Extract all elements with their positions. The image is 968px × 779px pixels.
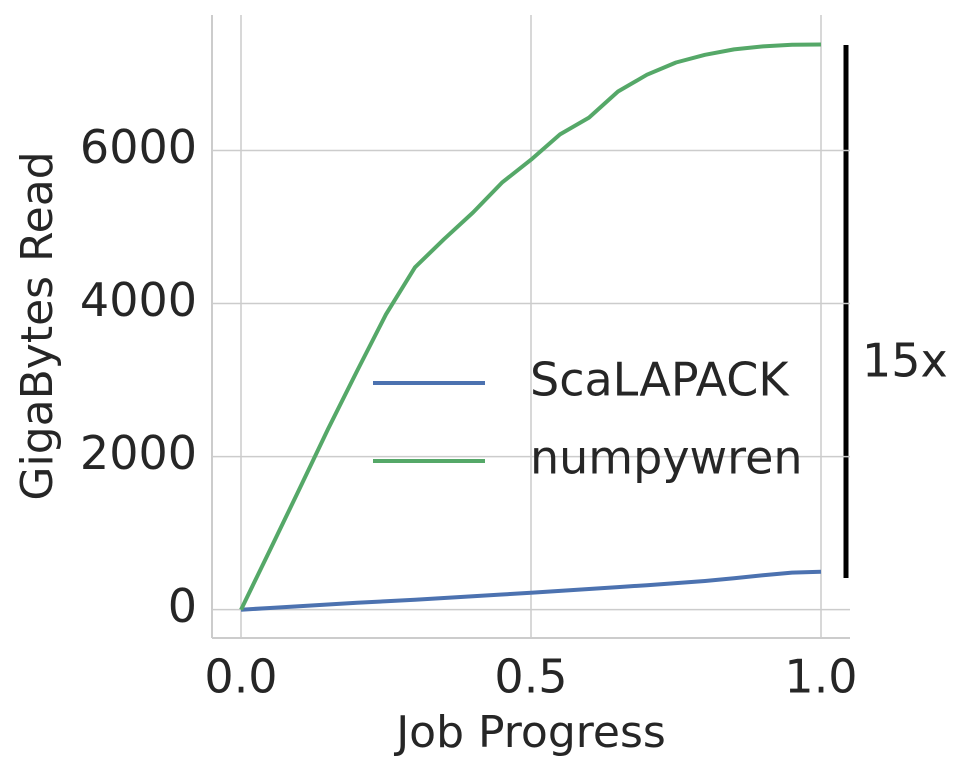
x-tick-label: 0.5 [494, 650, 567, 704]
x-tick-label: 0.0 [204, 650, 277, 704]
annotation: 15x [862, 334, 948, 388]
y-axis-label: GigaBytes Read [12, 151, 63, 500]
x-tick-label: 1.0 [784, 650, 857, 704]
y-tick-label: 0 [168, 579, 197, 633]
data-line [240, 569, 822, 612]
y-tick-label: 4000 [80, 273, 197, 327]
x-axis-label: Job Progress [393, 707, 666, 758]
y-tick-label: 2000 [80, 426, 197, 480]
data-line [239, 42, 822, 611]
y-tick-label: 6000 [80, 120, 197, 174]
legend-label: ScaLAPACK [530, 353, 790, 407]
legend-label: numpywren [530, 431, 803, 485]
